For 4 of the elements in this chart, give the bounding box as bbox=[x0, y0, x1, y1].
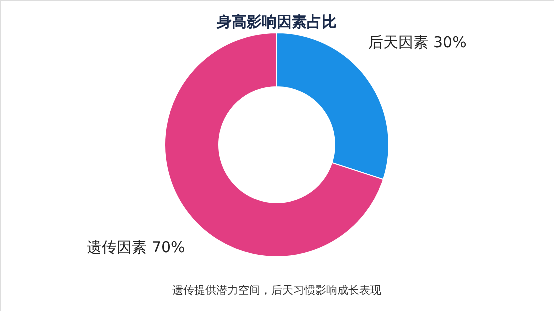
text: 遗传提供潜力空间，后天习惯影响成长表现 bbox=[172, 284, 382, 297]
slice-label: 后天因素 30% bbox=[368, 34, 467, 52]
chart-title: 身高影响因素占比 bbox=[216, 13, 337, 31]
slice-label: 遗传因素 70% bbox=[87, 238, 186, 256]
